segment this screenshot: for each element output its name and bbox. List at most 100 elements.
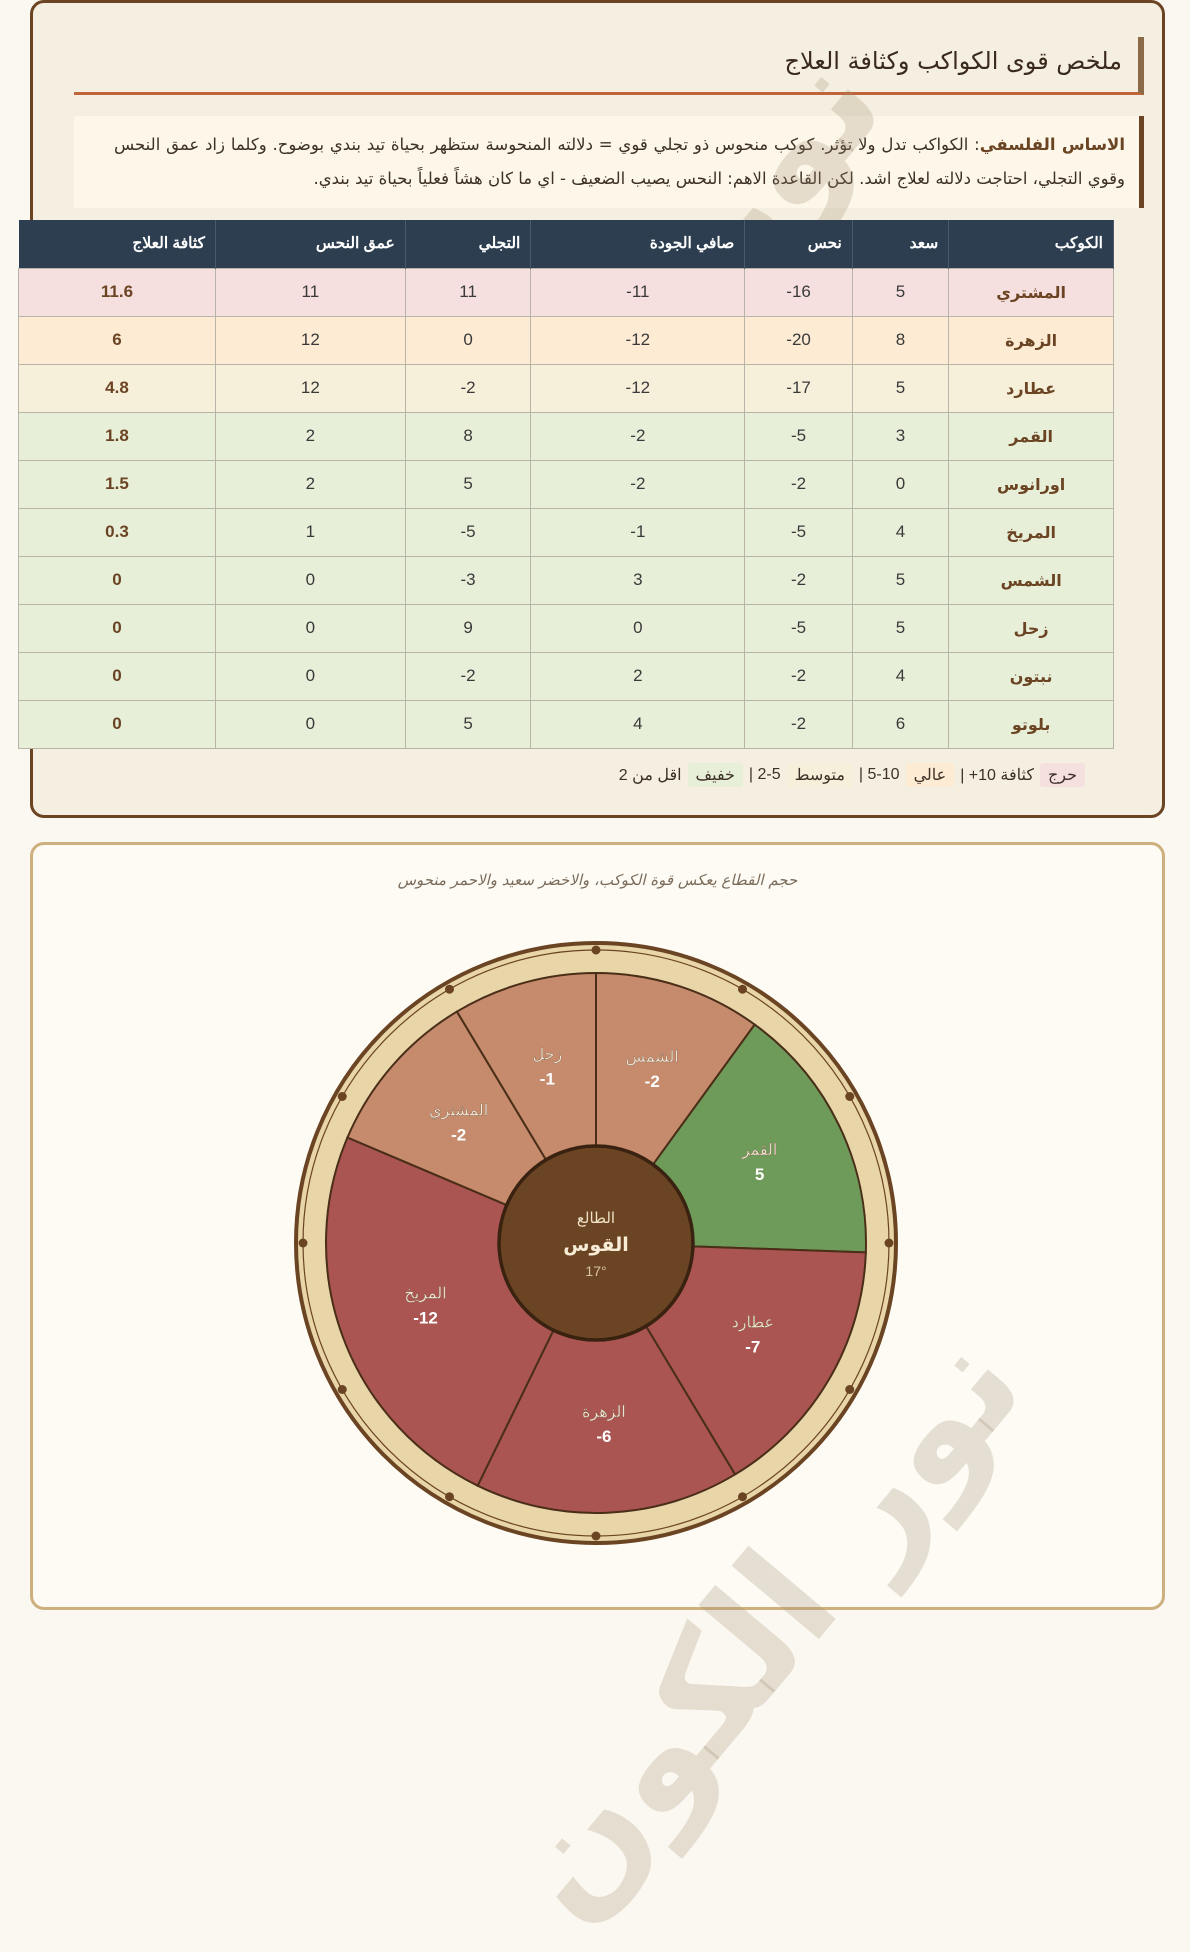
note-lead: الاساس الفلسفي bbox=[979, 135, 1125, 154]
house-marker-dot bbox=[337, 1385, 347, 1394]
net-quality-value: 4 bbox=[530, 699, 746, 749]
house-marker-dot bbox=[738, 1492, 747, 1502]
tajalli-value: 0 bbox=[404, 315, 532, 365]
table-row: زحل 5 5- 0 9 0 0 bbox=[18, 603, 1114, 653]
nahs-depth-value: 0 bbox=[214, 603, 406, 653]
table-row: بلوتو 6 2- 4 5 0 0 bbox=[18, 699, 1114, 749]
treatment-density-value: 0 bbox=[18, 699, 216, 749]
treatment-density-value: 6 bbox=[18, 315, 216, 365]
nahs-depth-value: 11 bbox=[214, 267, 406, 317]
section-title: ملخص قوى الكواكب وكثافة العلاج bbox=[784, 47, 1122, 75]
sector-planet-value: 6- bbox=[596, 1427, 611, 1446]
treatment-density-value: 11.6 bbox=[18, 267, 216, 317]
treatment-density-value: 0 bbox=[18, 603, 216, 653]
philosophy-note: الاساس الفلسفي: الكواكب تدل ولا تؤثر. كو… bbox=[74, 116, 1144, 208]
planet-name: المريخ bbox=[948, 507, 1114, 557]
legend-high-chip: عالي bbox=[905, 763, 955, 787]
nahs-depth-value: 12 bbox=[214, 363, 406, 413]
ascendant-sign: القوس bbox=[563, 1234, 628, 1256]
net-quality-value: 3 bbox=[530, 555, 746, 605]
treatment-density-value: 1.5 bbox=[18, 459, 216, 509]
tajalli-value: 8 bbox=[404, 411, 532, 461]
net-quality-value: 11- bbox=[530, 267, 746, 317]
nahs-value: 2- bbox=[744, 651, 853, 701]
net-quality-value: 2- bbox=[530, 411, 746, 461]
planet-name: المشتري bbox=[948, 267, 1114, 317]
nahs-depth-value: 0 bbox=[214, 699, 406, 749]
tajalli-value: 2- bbox=[404, 363, 532, 413]
nahs-value: 5- bbox=[744, 411, 853, 461]
sector-planet-label: الزهرة bbox=[582, 1402, 626, 1422]
sector-planet-label: المريخ bbox=[404, 1284, 446, 1304]
nahs-value: 16- bbox=[744, 267, 853, 317]
planet-name: زحل bbox=[948, 603, 1114, 653]
saad-value: 0 bbox=[851, 459, 950, 509]
sector-planet-value: 5 bbox=[755, 1165, 764, 1184]
table-row: نبتون 4 2- 2 2- 0 0 bbox=[18, 651, 1114, 701]
saad-value: 5 bbox=[851, 267, 950, 317]
treatment-density-value: 0 bbox=[18, 651, 216, 701]
table-row: الشمس 5 2- 3 3- 0 0 bbox=[18, 555, 1114, 605]
house-marker-dot bbox=[884, 1238, 894, 1248]
nahs-value: 17- bbox=[744, 363, 853, 413]
tajalli-value: 11 bbox=[404, 267, 532, 317]
sector-planet-label: القمر bbox=[741, 1140, 778, 1160]
sector-planet-label: عطارد bbox=[732, 1312, 774, 1332]
sector-planet-value: 1- bbox=[540, 1070, 555, 1089]
ascendant-label: الطالع bbox=[577, 1209, 615, 1227]
house-marker-dot bbox=[298, 1238, 308, 1248]
planet-strength-table: الكوكب سعد نحس صافي الجودة التجلي عمق ال… bbox=[18, 220, 1114, 749]
saad-value: 6 bbox=[851, 699, 950, 749]
planet-name: القمر bbox=[948, 411, 1114, 461]
tajalli-value: 9 bbox=[404, 603, 532, 653]
nahs-depth-value: 2 bbox=[214, 411, 406, 461]
net-quality-value: 1- bbox=[530, 507, 746, 557]
nahs-value: 20- bbox=[744, 315, 853, 365]
treatment-density-value: 1.8 bbox=[18, 411, 216, 461]
ascendant-center bbox=[497, 1144, 695, 1342]
sector-planet-label: الشمس bbox=[626, 1047, 679, 1067]
house-marker-dot bbox=[591, 945, 601, 955]
tajalli-value: 2- bbox=[404, 651, 532, 701]
tajalli-value: 5 bbox=[404, 699, 532, 749]
col-planet: الكوكب bbox=[948, 220, 1114, 268]
nahs-depth-value: 2 bbox=[214, 459, 406, 509]
nahs-value: 2- bbox=[744, 555, 853, 605]
saad-value: 8 bbox=[851, 315, 950, 365]
house-marker-dot bbox=[445, 984, 454, 994]
sector-planet-value: 7- bbox=[745, 1337, 760, 1356]
saad-value: 4 bbox=[851, 507, 950, 557]
table-row: اورانوس 0 2- 2- 5 2 1.5 bbox=[18, 459, 1114, 509]
col-treatment-density: كثافة العلاج bbox=[18, 220, 216, 268]
nahs-value: 2- bbox=[744, 699, 853, 749]
legend-high-range: 5-10 | bbox=[858, 766, 900, 783]
planet-name: عطارد bbox=[948, 363, 1114, 413]
table-header-row: الكوكب سعد نحس صافي الجودة التجلي عمق ال… bbox=[18, 220, 1114, 268]
tajalli-value: 5- bbox=[404, 507, 532, 557]
planet-name: نبتون bbox=[948, 651, 1114, 701]
table-row: المشتري 5 16- 11- 11 11 11.6 bbox=[18, 267, 1114, 317]
house-marker-dot bbox=[337, 1092, 347, 1101]
nahs-depth-value: 12 bbox=[214, 315, 406, 365]
net-quality-value: 0 bbox=[530, 603, 746, 653]
planet-name: اورانوس bbox=[948, 459, 1114, 509]
note-text: : الكواكب تدل ولا تؤثر. كوكب منحوس ذو تج… bbox=[114, 135, 1125, 188]
legend-light-chip: خفيف bbox=[687, 763, 743, 787]
saad-value: 5 bbox=[851, 363, 950, 413]
planet-name: بلوتو bbox=[948, 699, 1114, 749]
col-saad: سعد bbox=[852, 220, 950, 268]
saad-value: 5 bbox=[851, 555, 950, 605]
col-nahs: نحس bbox=[744, 220, 853, 268]
house-marker-dot bbox=[591, 1531, 601, 1541]
col-tajalli: التجلي bbox=[405, 220, 532, 268]
legend-light-range: اقل من 2 bbox=[618, 767, 682, 784]
ascendant-degree: 17° bbox=[585, 1263, 606, 1279]
planet-name: الشمس bbox=[948, 555, 1114, 605]
sector-planet-label: المشتري bbox=[429, 1101, 488, 1121]
net-quality-value: 2- bbox=[530, 459, 746, 509]
legend-medium-chip: متوسط bbox=[786, 763, 853, 787]
wheel-caption: حجم القطاع يعكس قوة الكوكب، والاخضر سعيد… bbox=[397, 871, 798, 889]
net-quality-value: 2 bbox=[530, 651, 746, 701]
net-quality-value: 12- bbox=[530, 315, 746, 365]
table-row: عطارد 5 17- 12- 2- 12 4.8 bbox=[18, 363, 1114, 413]
